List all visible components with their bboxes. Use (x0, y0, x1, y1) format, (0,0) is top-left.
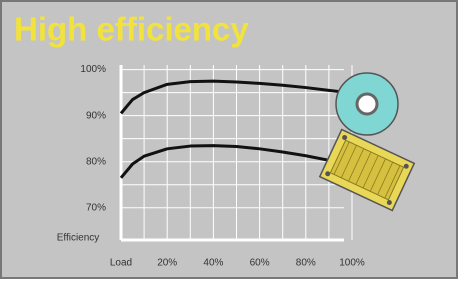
y-tick-label: 80% (86, 156, 106, 167)
chart-title: High efficiency (14, 11, 249, 48)
y-tick-label: 100% (80, 64, 106, 75)
chart: High efficiency 70% 80% 90% 100% 20% 40% 60% 80… (0, 0, 458, 279)
x-axis-label: Load (110, 258, 132, 269)
x-tick-label: 20% (157, 258, 177, 269)
page: {"chart_data": {"type": "line", "title":… (0, 0, 458, 279)
x-tick-label: 80% (296, 258, 316, 269)
y-tick-label: 90% (86, 110, 106, 121)
y-tick-label: 70% (86, 202, 106, 213)
x-tick-label: 60% (250, 258, 270, 269)
x-tick-label: 100% (339, 258, 365, 269)
toroid-icon (336, 73, 398, 135)
x-tick-label: 40% (203, 258, 223, 269)
y-axis-label: Efficiency (57, 233, 100, 244)
